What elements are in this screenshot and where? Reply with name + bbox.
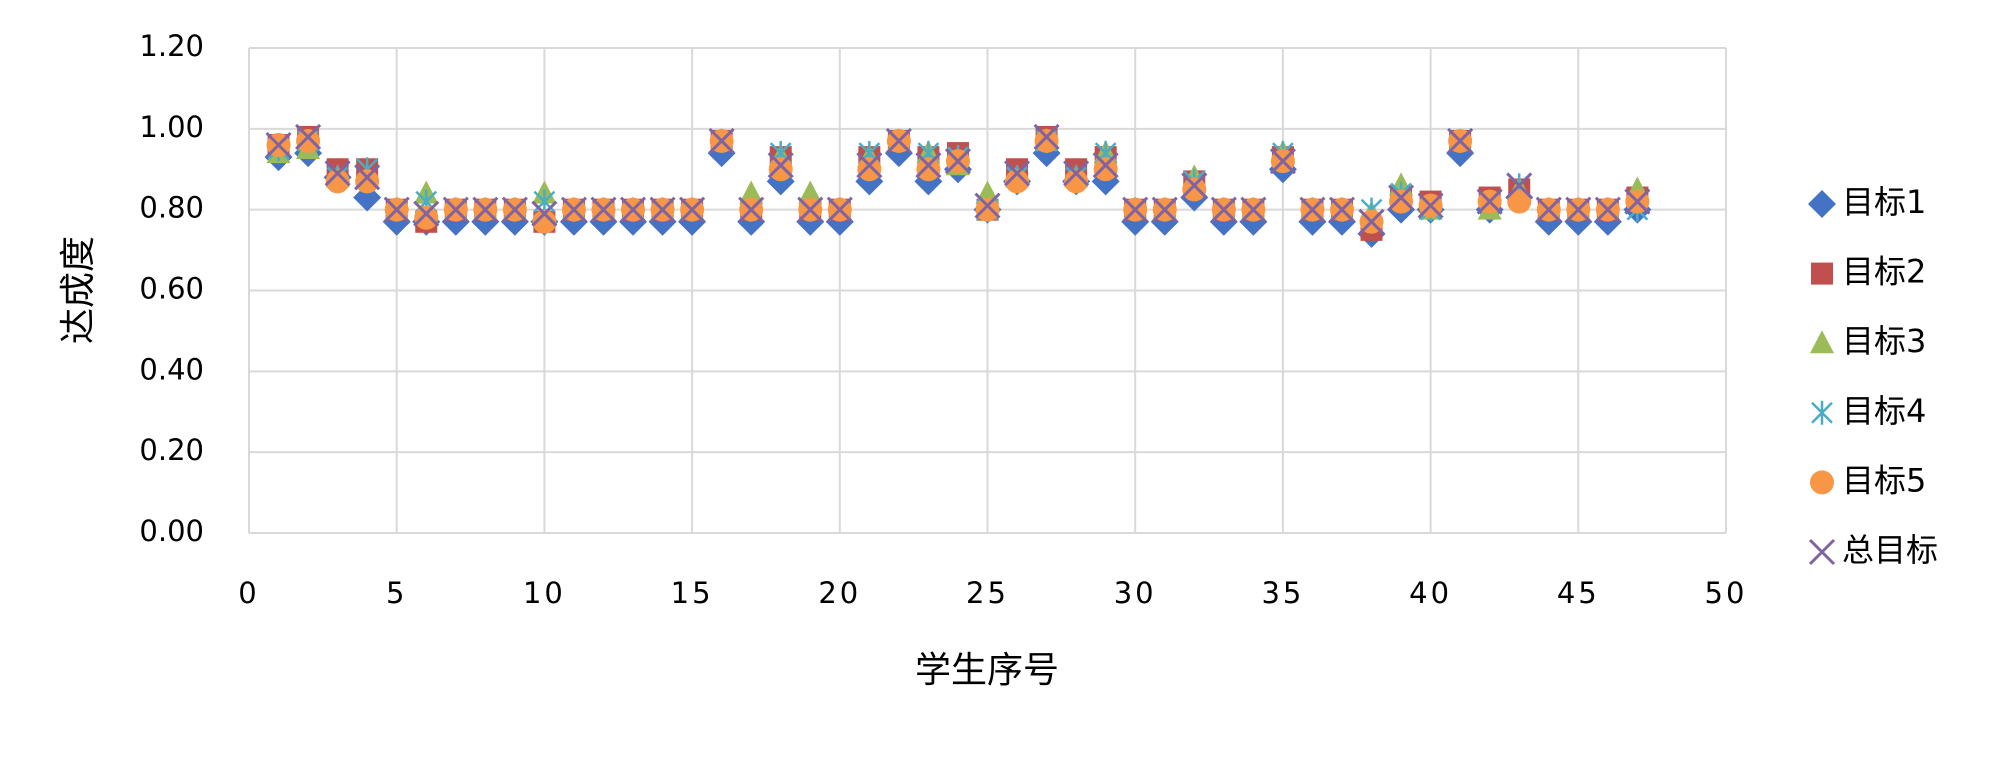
x-tick-label: 30 [1114,576,1157,610]
point [1565,196,1592,223]
x-tick-label: 40 [1409,576,1452,610]
point [1535,196,1562,223]
point [856,152,883,179]
point [1624,188,1651,215]
point [1507,189,1532,214]
point [501,196,528,223]
x-tick-label: 45 [1557,576,1600,610]
point [1003,160,1031,187]
point [442,196,469,223]
point [531,200,558,227]
y-tick-label: 0.80 [139,191,204,225]
point [355,169,380,194]
point [1151,196,1178,223]
point [1389,189,1414,214]
point [265,131,292,159]
point [798,180,823,204]
point [532,209,557,234]
point [1358,208,1385,235]
point [1181,172,1208,199]
point [944,148,972,175]
y-tick-label: 0.00 [139,514,204,548]
point [1063,160,1090,187]
point [1417,192,1444,219]
point [1506,172,1533,199]
point [414,205,439,230]
legend-marker [1808,538,1836,566]
point [1093,157,1118,182]
x-tick-label: 25 [966,576,1009,610]
point [1092,152,1119,179]
point [413,200,440,227]
x-tick-label: 5 [386,576,407,610]
legend-marker [1811,262,1833,285]
x-tick-label: 15 [671,576,714,610]
point [738,196,765,223]
point [354,164,381,191]
y-tick-label: 1.00 [139,110,204,144]
y-axis-label: 达成度 [58,236,99,344]
point [1387,184,1415,211]
point [1328,196,1356,223]
legend-marker [1808,190,1836,218]
legend-marker [1811,400,1833,425]
point [1182,177,1207,202]
point [767,152,794,179]
legend-label: 目标1 [1842,183,1926,221]
legend-label: 目标3 [1842,322,1926,360]
point [708,127,735,155]
point [885,127,912,155]
x-tick-label: 0 [238,576,259,610]
legend-label: 目标2 [1842,253,1926,291]
point [325,169,350,194]
legend-label: 目标4 [1842,392,1926,430]
point [974,192,1001,219]
point [916,157,941,182]
point [768,157,793,182]
point [472,196,499,223]
point [1005,169,1030,194]
point [975,197,1000,222]
point [1122,196,1149,223]
point [915,152,942,179]
legend-marker [1810,470,1834,495]
legend-label: 总目标 [1842,531,1938,569]
point [1240,196,1267,223]
point [1269,148,1296,175]
point [739,180,764,204]
point [826,196,853,223]
x-axis-label: 学生序号 [915,650,1059,691]
y-tick-label: 1.20 [139,29,204,63]
point [857,157,882,182]
y-tick-label: 0.20 [139,433,204,467]
point [1447,127,1474,155]
y-tick-label: 0.40 [139,352,204,386]
y-tick-label: 0.60 [139,272,204,306]
point [1594,196,1621,223]
point [679,196,706,223]
x-tick-label: 50 [1705,576,1748,610]
x-tick-label: 35 [1261,576,1304,610]
point [1476,188,1503,215]
x-tick-label: 10 [523,576,566,610]
point [1034,128,1059,153]
x-tick-label: 20 [818,576,861,610]
point [619,196,647,223]
point [383,196,410,223]
point [1033,123,1060,150]
point [797,196,824,223]
point [1064,169,1089,194]
legend-label: 目标5 [1842,461,1926,499]
point [1210,196,1237,223]
point [1299,196,1326,223]
legend-marker [1810,330,1834,354]
point [649,196,676,223]
point [296,128,321,153]
point [560,196,588,223]
point [324,160,351,187]
point [295,123,322,150]
point [590,196,617,223]
